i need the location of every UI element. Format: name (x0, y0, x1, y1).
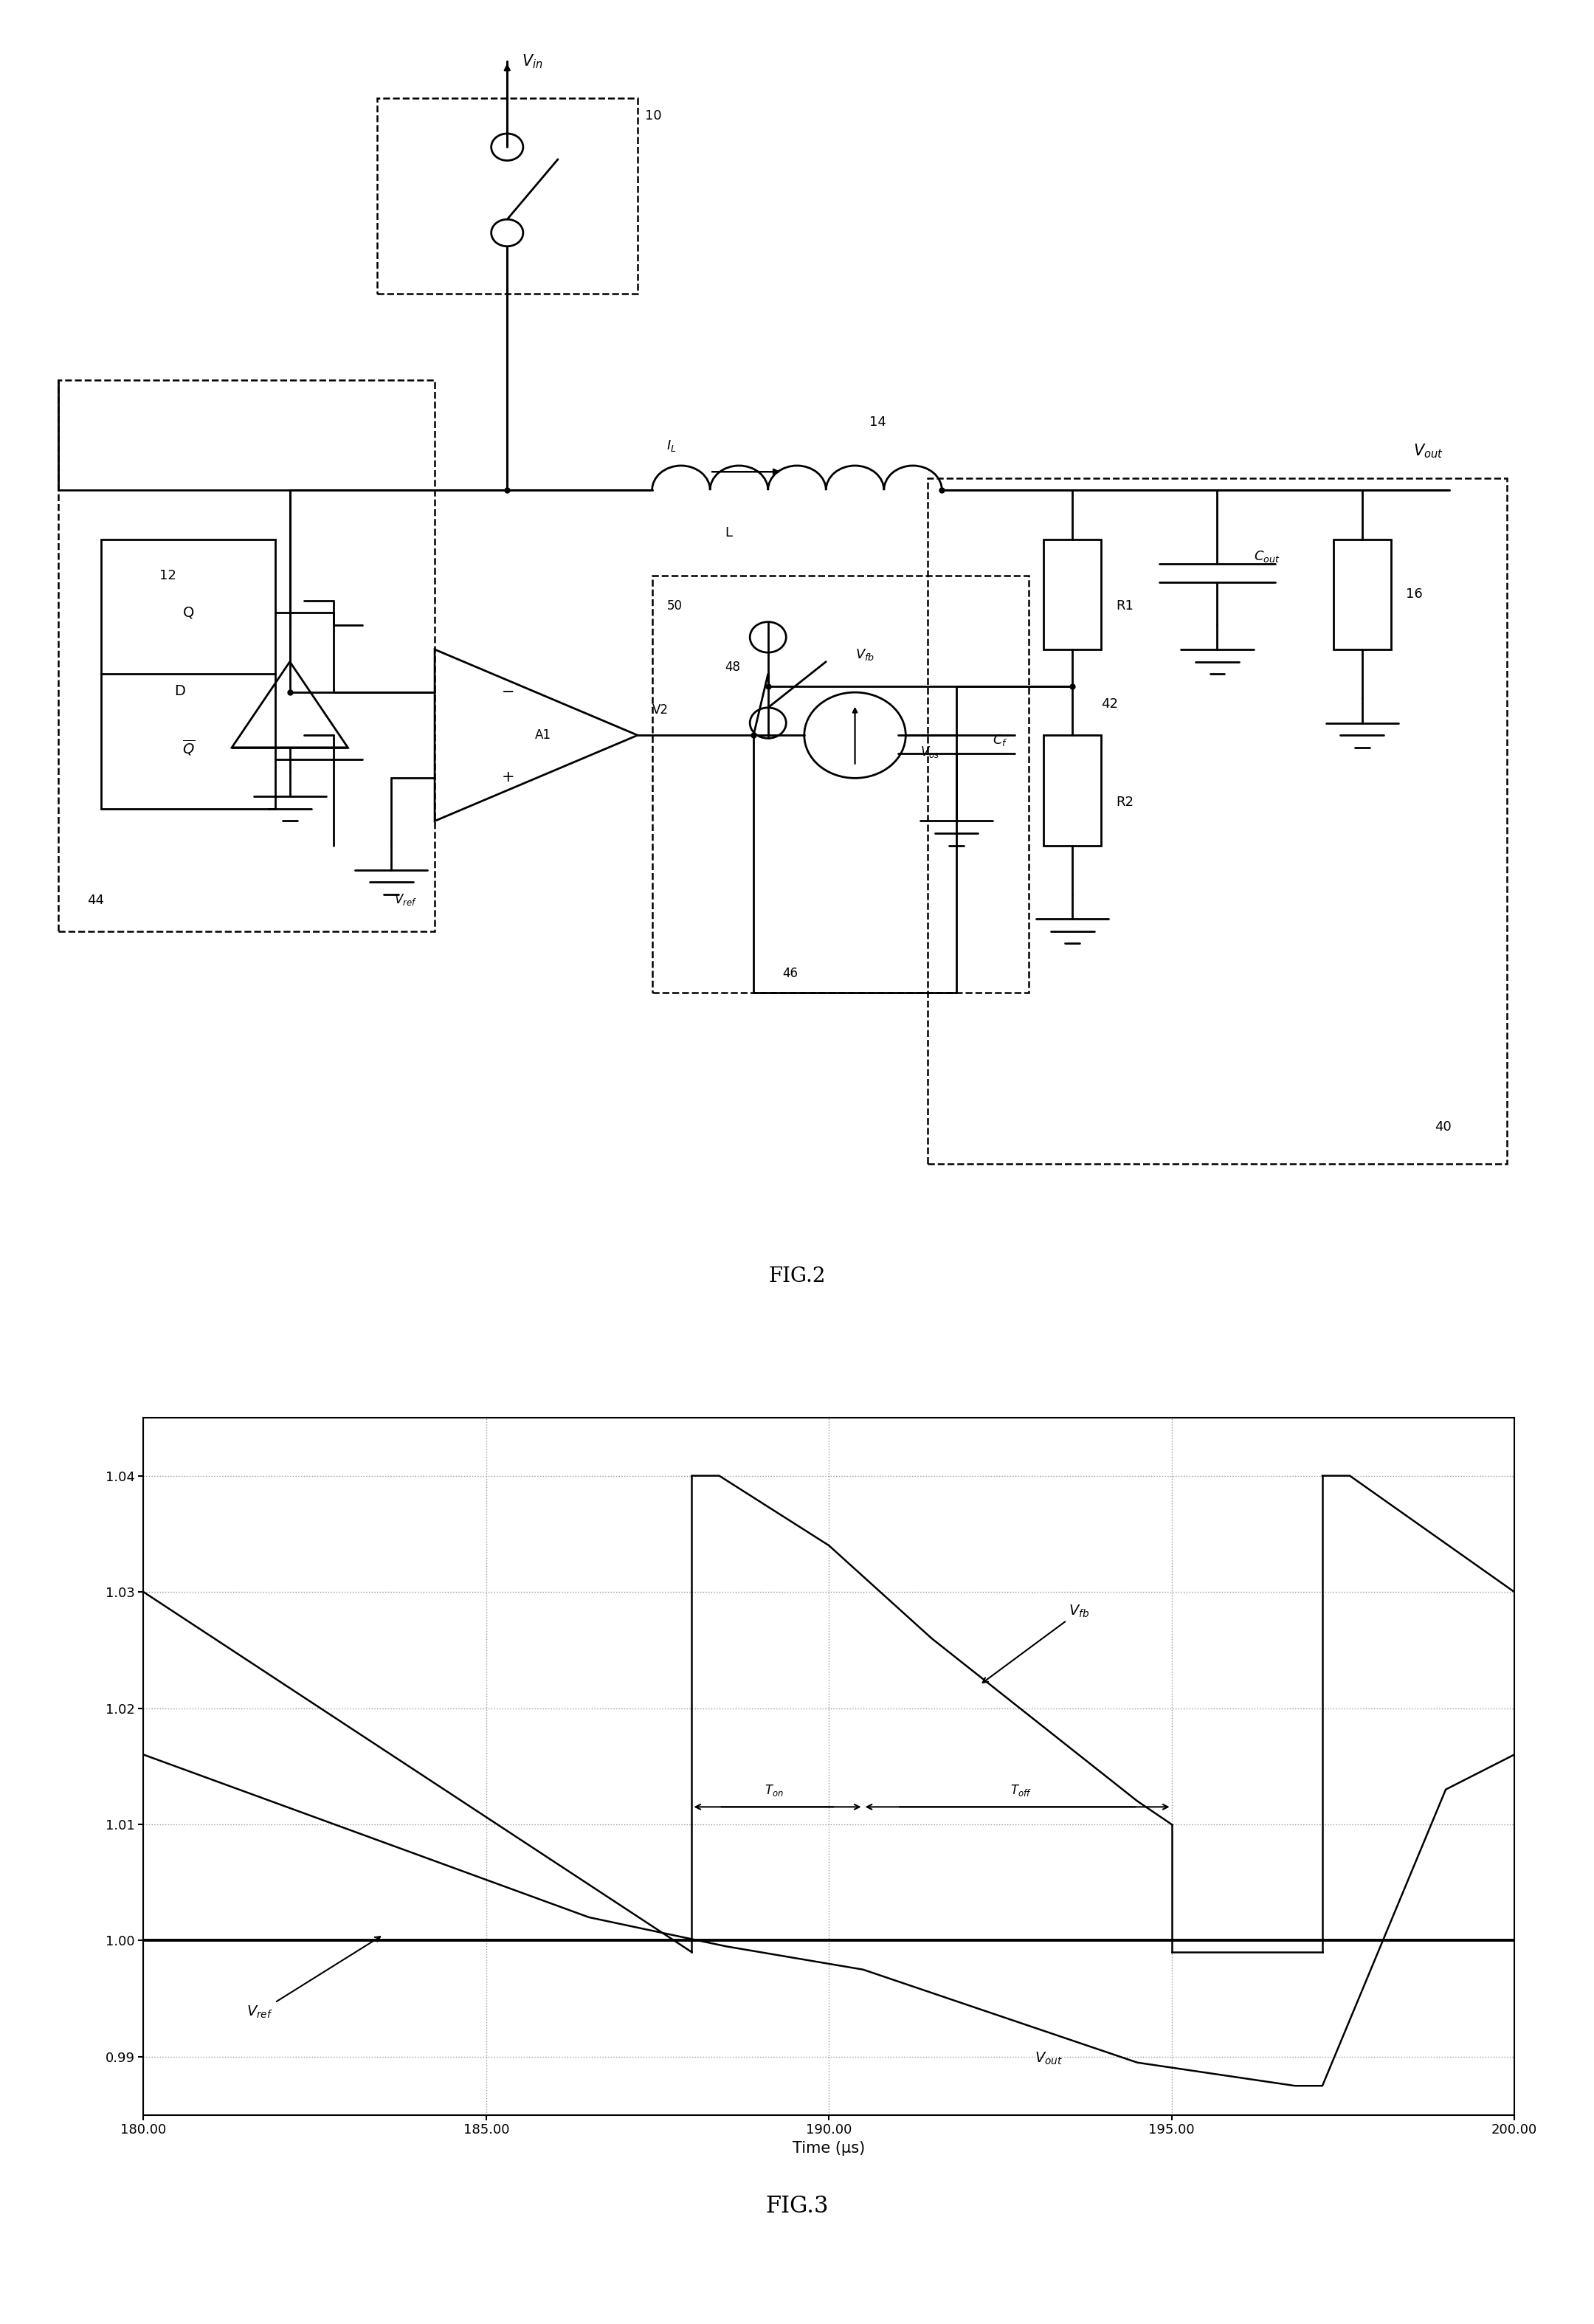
Text: FIG.3: FIG.3 (765, 2194, 829, 2217)
Text: 40: 40 (1435, 1120, 1452, 1134)
Text: D: D (174, 686, 185, 700)
Bar (1044, 539, 1101, 648)
Bar (652, 576, 1028, 992)
Bar (102, 539, 276, 809)
Bar (1333, 539, 1392, 648)
Text: A1: A1 (536, 730, 552, 741)
Text: 44: 44 (88, 892, 104, 906)
Text: 50: 50 (666, 600, 682, 614)
Text: V2: V2 (652, 704, 668, 716)
Text: 14: 14 (869, 416, 886, 430)
Text: $V_{os}$: $V_{os}$ (920, 746, 939, 760)
Text: FIG.2: FIG.2 (768, 1267, 826, 1287)
Text: 10: 10 (646, 109, 662, 123)
Text: R1: R1 (1116, 600, 1133, 614)
Text: R2: R2 (1116, 795, 1133, 809)
Text: L: L (725, 525, 732, 539)
Text: $T_{off}$: $T_{off}$ (1011, 1783, 1031, 1799)
Text: Q: Q (183, 607, 194, 621)
Text: $V_{out}$: $V_{out}$ (1035, 2050, 1063, 2066)
Text: $V_{in}$: $V_{in}$ (521, 53, 544, 70)
Text: $C_f$: $C_f$ (993, 732, 1007, 748)
Text: $V_{fb}$: $V_{fb}$ (854, 646, 874, 662)
Text: $T_{on}$: $T_{on}$ (765, 1783, 784, 1799)
Text: $+$: $+$ (501, 769, 513, 783)
Text: 12: 12 (159, 569, 177, 581)
Bar (1044, 734, 1101, 846)
Text: 48: 48 (725, 660, 740, 674)
Text: $I_L$: $I_L$ (666, 439, 676, 453)
Bar (928, 479, 1506, 1164)
Text: $C_{out}$: $C_{out}$ (1253, 548, 1280, 565)
Text: $V_{out}$: $V_{out}$ (1412, 442, 1443, 460)
Text: $V_{fb}$: $V_{fb}$ (983, 1604, 1090, 1683)
Text: $V_{ref}$: $V_{ref}$ (394, 892, 418, 906)
Text: $-$: $-$ (501, 683, 513, 700)
Text: 46: 46 (783, 967, 799, 981)
Text: 16: 16 (1406, 588, 1422, 600)
X-axis label: Time (μs): Time (μs) (792, 2140, 866, 2157)
Text: $\overline{Q}$: $\overline{Q}$ (182, 739, 194, 758)
Text: 42: 42 (1101, 697, 1119, 711)
Bar (57, 379, 435, 932)
Bar (376, 98, 638, 295)
Text: $V_{ref}$: $V_{ref}$ (247, 1936, 379, 2020)
